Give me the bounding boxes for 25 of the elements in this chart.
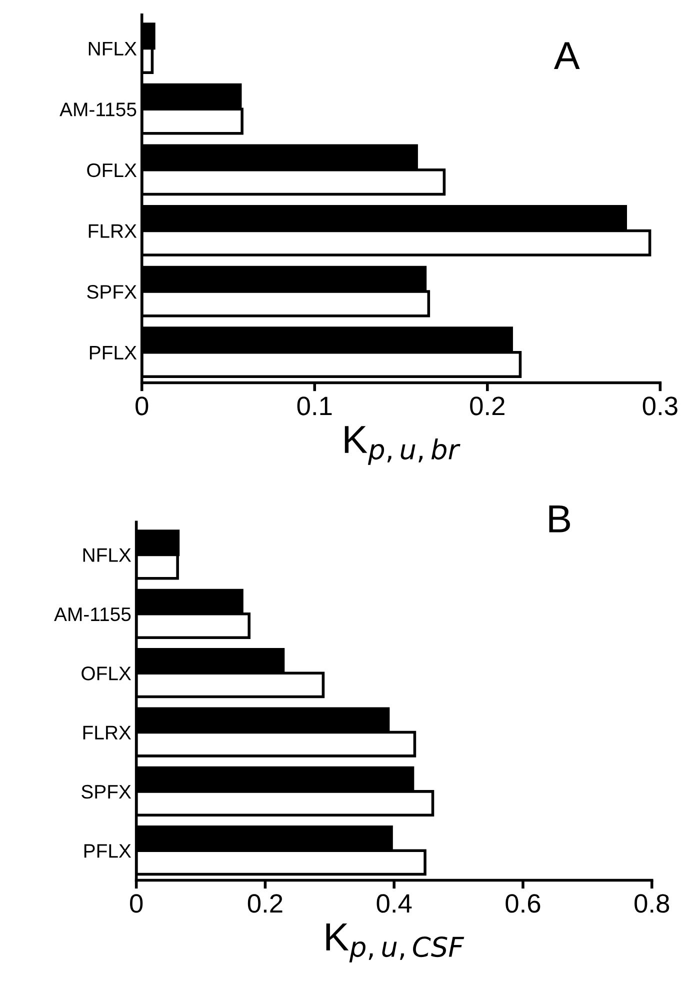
annotation: A xyxy=(554,42,580,70)
x-tick-label: 0.2 xyxy=(248,894,282,913)
y-tick-label: AM-1155 xyxy=(60,102,136,116)
x-tick-label: 0.4 xyxy=(376,894,412,913)
x-tick-label: 0 xyxy=(136,396,148,416)
x-tick-label: 0.2 xyxy=(470,396,504,416)
annotation: B xyxy=(549,505,570,532)
y-tick-label: AM-1155 xyxy=(54,608,131,622)
x-tick-label: 0 xyxy=(130,894,143,913)
y-tick-label: SPFX xyxy=(87,284,137,299)
x-tick-label: 0.1 xyxy=(297,396,332,416)
y-tick-label: FLRX xyxy=(88,224,137,238)
x-axis-title: K$_{p,u,br}$ xyxy=(344,426,460,465)
x-tick-label: 0.6 xyxy=(506,894,540,913)
y-tick-label: OFLX xyxy=(87,163,137,178)
x-tick-label: 0.3 xyxy=(642,396,678,416)
y-tick-label: NFLX xyxy=(83,548,132,562)
y-tick-label: SPFX xyxy=(82,784,132,799)
x-tick-label: 0.8 xyxy=(634,894,670,913)
x-axis-title: K$_{p,u,CSF}$ xyxy=(326,924,464,962)
y-tick-label: OFLX xyxy=(82,666,132,680)
y-tick-label: PFLX xyxy=(90,346,137,360)
y-tick-label: FLRX xyxy=(83,726,132,740)
y-tick-label: PFLX xyxy=(84,844,132,858)
y-tick-label: NFLX xyxy=(88,42,137,56)
